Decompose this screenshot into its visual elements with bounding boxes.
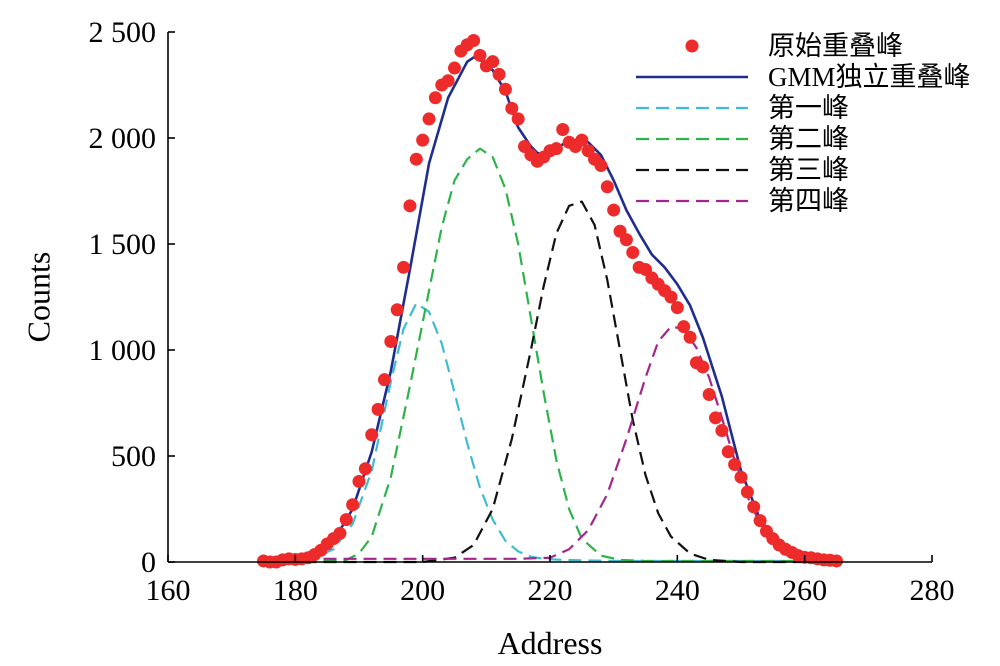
data-point [397, 260, 411, 274]
data-point [467, 33, 481, 47]
data-point [734, 470, 748, 484]
data-point [626, 245, 640, 259]
data-point [403, 199, 417, 213]
data-point [333, 526, 347, 540]
data-point [505, 101, 519, 115]
data-point [728, 457, 742, 471]
data-point [664, 290, 678, 304]
data-point [486, 55, 500, 69]
data-point [409, 152, 423, 166]
legend-entry: GMM独立重叠峰 [636, 62, 971, 92]
data-point [549, 142, 563, 156]
legend-label: 第一峰 [768, 93, 849, 123]
data-point [753, 514, 767, 528]
series-line-6 [263, 325, 837, 563]
data-point [556, 123, 570, 137]
x-axis-title: Address [498, 625, 603, 661]
data-point [721, 445, 735, 459]
data-point [709, 411, 723, 425]
data-point [740, 485, 754, 499]
data-point [600, 180, 614, 194]
x-tick-label: 180 [273, 574, 318, 607]
data-point [498, 82, 512, 96]
series-line-2 [263, 56, 837, 564]
data-point [511, 112, 525, 126]
data-point [346, 498, 360, 512]
y-tick-label: 2 500 [89, 16, 157, 49]
data-point [339, 513, 353, 527]
y-axis-title: Counts [20, 252, 56, 343]
data-point [830, 554, 843, 568]
legend-entry: 第三峰 [636, 155, 849, 185]
axes: 160 180 200 220 240 260 280 0 500 1 000 1 500 2 000… [89, 16, 955, 607]
x-tick-label: 200 [400, 574, 445, 607]
series-line-5 [263, 200, 837, 564]
legend-label: 第二峰 [768, 124, 849, 154]
legend-entry: 原始重叠峰 [685, 31, 903, 61]
data-point [377, 373, 391, 387]
data-point [416, 133, 430, 147]
data-point [441, 74, 455, 88]
data-point [702, 388, 716, 402]
legend-label: 原始重叠峰 [768, 31, 903, 61]
series-line-3 [263, 302, 837, 563]
y-tick-label: 500 [111, 440, 156, 473]
x-tick-label: 240 [655, 574, 700, 607]
data-point [696, 360, 710, 374]
x-tick-label: 160 [146, 574, 191, 607]
plot-marks [257, 33, 843, 569]
legend-label: 第四峰 [768, 186, 849, 216]
y-tick-label: 2 000 [89, 122, 157, 155]
data-point [352, 474, 366, 488]
legend-label: GMM独立重叠峰 [768, 62, 971, 92]
y-tick-label: 0 [141, 546, 156, 579]
legend-label: 第三峰 [768, 155, 849, 185]
legend-swatch [685, 39, 699, 53]
legend-entry: 第二峰 [636, 124, 849, 154]
data-point [607, 203, 621, 217]
series-raw-points [257, 33, 843, 569]
data-point [358, 462, 372, 476]
data-point [747, 500, 761, 514]
data-point [619, 233, 633, 247]
data-point [390, 303, 404, 317]
x-tick-label: 260 [782, 574, 827, 607]
data-point [594, 159, 608, 173]
data-point [715, 424, 729, 438]
data-point [422, 112, 436, 126]
legend-entry: 第一峰 [636, 93, 849, 123]
data-point [473, 48, 487, 62]
data-point [448, 61, 461, 75]
data-point [371, 402, 385, 416]
y-tick-label: 1 500 [89, 228, 157, 261]
y-tick-label: 1 000 [89, 334, 157, 367]
data-point [670, 301, 684, 315]
data-point [384, 335, 398, 349]
data-point [575, 133, 589, 147]
data-point [683, 330, 697, 344]
data-point [428, 91, 442, 105]
data-point [677, 320, 691, 334]
x-tick-label: 280 [910, 574, 955, 607]
data-point [365, 428, 379, 442]
data-point [492, 67, 506, 81]
legend-entry: 第四峰 [636, 186, 849, 216]
series-line-4 [263, 147, 837, 563]
x-tick-label: 220 [528, 574, 573, 607]
